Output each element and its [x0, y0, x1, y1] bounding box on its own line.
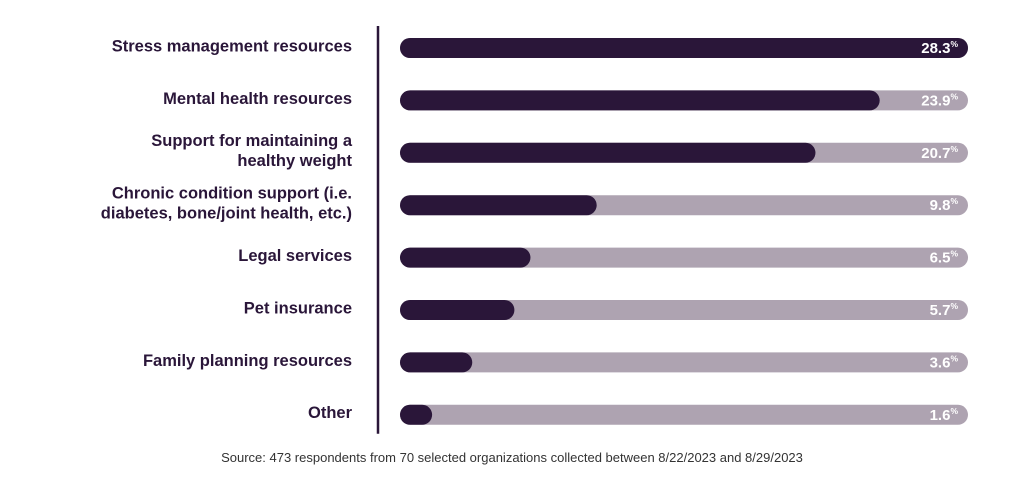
bar: [400, 247, 531, 268]
value-unit: %: [950, 353, 958, 363]
bar: [400, 300, 515, 320]
bar: [400, 38, 968, 58]
value-label: 1.6%: [930, 406, 959, 424]
category-label: Pet insurance: [244, 299, 352, 317]
value-number: 6.5: [930, 250, 951, 267]
category-label-line: Mental health resources: [163, 90, 352, 108]
category-labels: Stress management resources Mental health…: [101, 37, 353, 422]
value-unit: %: [950, 249, 958, 259]
value-unit: %: [950, 406, 958, 416]
bar-track: [400, 247, 968, 268]
category-label: Family planning resources: [143, 352, 352, 370]
category-label: Support for maintaining a healthy weight: [151, 132, 353, 170]
bar: [400, 90, 880, 111]
bar: [400, 404, 433, 425]
value-label: 3.6%: [930, 353, 959, 371]
bar: [400, 352, 473, 373]
category-label-line: diabetes, bone/joint health, etc.): [101, 205, 352, 223]
value-label: 5.7%: [930, 301, 959, 319]
category-label-line: Support for maintaining a: [151, 132, 353, 150]
bar-track: [400, 352, 968, 373]
value-number: 9.8: [930, 197, 951, 214]
value-number: 28.3: [921, 40, 950, 57]
value-label: 23.9%: [921, 91, 958, 109]
value-unit: %: [950, 196, 958, 206]
value-number: 3.6: [930, 354, 951, 371]
value-number: 20.7: [921, 145, 950, 162]
category-label: Legal services: [238, 247, 352, 265]
source-note: Source: 473 respondents from 70 selected…: [221, 450, 803, 465]
value-unit: %: [950, 301, 958, 311]
category-label: Mental health resources: [163, 90, 352, 108]
value-unit: %: [950, 144, 958, 154]
category-label-line: Family planning resources: [143, 352, 352, 370]
bar-track: [400, 404, 968, 425]
value-label: 28.3%: [921, 39, 958, 57]
value-label: 9.8%: [930, 196, 959, 214]
value-number: 5.7: [930, 302, 951, 319]
category-label: Stress management resources: [112, 37, 352, 55]
category-label: Chronic condition support (i.e. diabetes,…: [101, 185, 352, 223]
value-unit: %: [950, 91, 958, 101]
bar: [400, 142, 816, 163]
category-label-line: Stress management resources: [112, 37, 352, 55]
value-unit: %: [950, 39, 958, 49]
bar-track: [400, 300, 968, 320]
category-label-line: Other: [308, 404, 353, 422]
category-label-line: healthy weight: [237, 152, 352, 170]
bars: 28.3%23.9%20.7%9.8%6.5%5.7%3.6%1.6%: [400, 38, 968, 425]
value-label: 20.7%: [921, 144, 958, 162]
value-number: 23.9: [921, 92, 950, 109]
value-number: 1.6: [930, 407, 951, 424]
category-label-line: Legal services: [238, 247, 352, 265]
category-label-line: Pet insurance: [244, 299, 352, 317]
category-label: Other: [308, 404, 353, 422]
value-label: 6.5%: [930, 249, 959, 267]
bar: [400, 195, 597, 216]
category-label-line: Chronic condition support (i.e.: [112, 185, 352, 203]
